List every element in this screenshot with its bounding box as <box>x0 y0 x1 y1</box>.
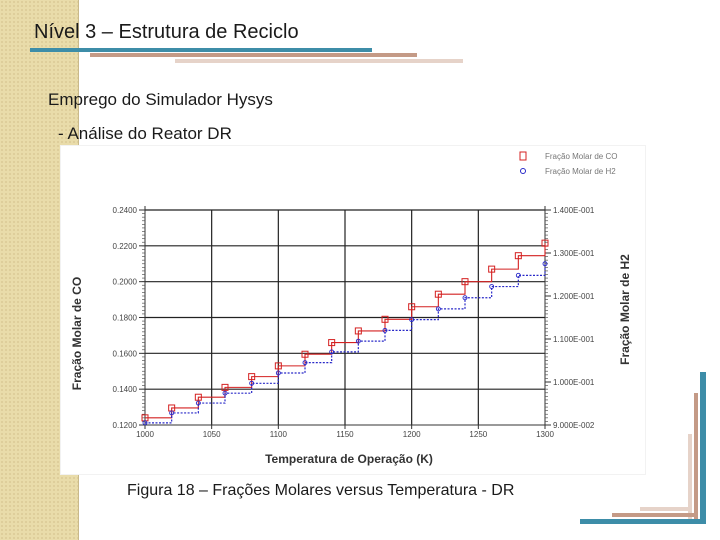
y-right-axis-title: Fração Molar de H2 <box>618 254 632 365</box>
title-underline-primary <box>30 48 372 52</box>
h2-data-point <box>142 420 148 426</box>
co-data-point <box>381 315 389 323</box>
x-tick-label: 1150 <box>336 430 354 439</box>
y-right-tick-label: 1.300E-001 <box>553 249 595 258</box>
co-data-point <box>488 265 496 273</box>
slide-title: Nível 3 – Estrutura de Reciclo <box>34 21 299 43</box>
co-data-point <box>301 350 309 358</box>
co-data-point <box>541 239 549 247</box>
x-tick-label: 1100 <box>270 430 288 439</box>
co-data-point <box>434 290 442 298</box>
x-tick-label: 1250 <box>469 430 487 439</box>
co-data-point <box>274 362 282 370</box>
h2-data-point <box>542 261 548 267</box>
corner-decoration <box>694 393 698 523</box>
co-data-point <box>354 327 362 335</box>
corner-decoration <box>580 519 706 524</box>
co-data-point <box>408 303 416 311</box>
corner-decoration <box>700 372 706 522</box>
y-left-tick-label: 0.1800 <box>113 314 138 323</box>
chart-container: 0.1200 0.1400 0.1600 0.1800 0.2000 0.2200 0.24… <box>61 146 645 474</box>
x-tick-label: 1300 <box>536 430 554 439</box>
co-data-point <box>461 278 469 286</box>
h2-data-point <box>355 338 361 344</box>
co-data-point <box>221 383 229 391</box>
y-right-tick-label: 1.200E-001 <box>553 292 595 301</box>
title-underline-secondary <box>90 53 417 57</box>
x-tick-label: 1200 <box>403 430 421 439</box>
y-right-tick-label: 1.100E-001 <box>553 335 595 344</box>
legend-h2-marker <box>520 168 526 174</box>
h2-data-point <box>515 272 521 278</box>
y-left-tick-label: 0.1400 <box>113 385 138 394</box>
h2-data-point <box>195 400 201 406</box>
co-data-point <box>194 393 202 401</box>
co-data-point <box>514 252 522 260</box>
h2-data-point <box>222 390 228 396</box>
y-left-tick-label: 0.1600 <box>113 349 138 358</box>
h2-data-point <box>302 360 308 366</box>
figure-caption: Figura 18 – Frações Molares versus Tempe… <box>127 482 515 499</box>
y-right-tick-label: 1.000E-001 <box>553 378 595 387</box>
corner-decoration <box>612 513 698 517</box>
h2-data-point <box>489 284 495 289</box>
legend-co-label: Fração Molar de CO <box>545 152 617 161</box>
h2-data-point <box>462 295 468 301</box>
x-axis-title: Temperatura de Operação (K) <box>265 452 433 466</box>
h2-data-point <box>382 327 388 333</box>
subsection-heading: - Análise do Reator DR <box>58 124 232 143</box>
y-right-tick-label: 1.400E-001 <box>553 206 595 215</box>
h2-data-point <box>249 380 255 386</box>
y-left-tick-label: 0.2200 <box>113 242 138 251</box>
y-right-tick-label: 9.000E-002 <box>553 421 595 430</box>
h2-data-point <box>409 317 415 323</box>
legend-h2-label: Fração Molar de H2 <box>545 167 616 176</box>
co-data-point <box>328 339 336 347</box>
corner-decoration <box>640 507 692 511</box>
y-left-axis-title: Fração Molar de CO <box>70 277 84 390</box>
y-left-tick-label: 0.2400 <box>113 206 138 215</box>
h2-data-point <box>329 349 335 355</box>
mole-fraction-chart: 0.1200 0.1400 0.1600 0.1800 0.2000 0.2200 0.24… <box>70 151 632 466</box>
title-underline-tertiary <box>175 59 463 63</box>
h2-series-line <box>145 263 546 424</box>
x-tick-label: 1000 <box>136 430 154 439</box>
corner-decoration <box>688 434 692 524</box>
h2-data-point <box>169 410 175 416</box>
h2-data-point <box>435 306 441 312</box>
co-data-point <box>248 373 256 381</box>
x-tick-label: 1050 <box>203 430 221 439</box>
legend-co-marker <box>519 151 527 161</box>
section-heading: Emprego do Simulador Hysys <box>48 90 273 109</box>
y-left-tick-label: 0.1200 <box>113 421 138 430</box>
h2-data-point <box>275 370 281 376</box>
y-left-tick-label: 0.2000 <box>113 278 138 287</box>
